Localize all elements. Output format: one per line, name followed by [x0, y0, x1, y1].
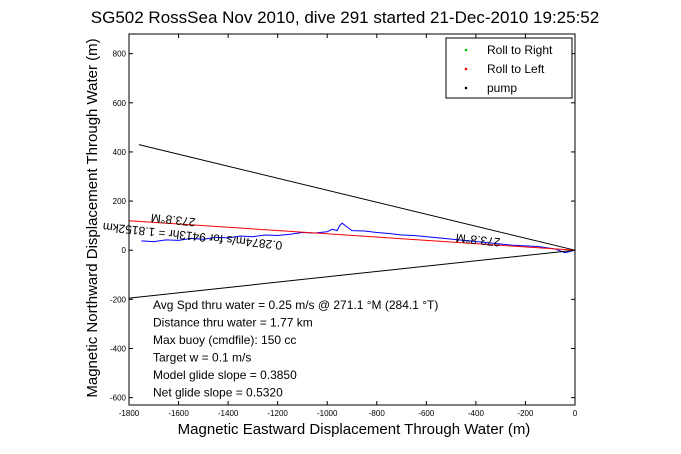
legend-label-0: Roll to Right — [487, 43, 553, 57]
y-tick-label-4: 200 — [113, 197, 127, 206]
info-text-block: Avg Spd thru water = 0.25 m/s @ 271.1 °M… — [153, 298, 438, 400]
info-line-2: Max buoy (cmdfile): 150 cc — [153, 333, 296, 347]
legend-marker-2 — [464, 86, 468, 90]
annotation-text-0: 273.8°M — [150, 211, 196, 230]
info-line-1: Distance thru water = 1.77 km — [153, 316, 313, 330]
x-tick-label-3: -1200 — [267, 409, 288, 418]
axis-ticks: -1800 -1600 -1400 -1200 -1000 -800 -600 -400 -20… — [110, 34, 578, 418]
x-tick-label-4: -1000 — [317, 409, 338, 418]
x-tick-label-1: -1600 — [168, 409, 189, 418]
x-tick-label-5: -800 — [369, 409, 386, 418]
y-tick-label-3: 0 — [122, 246, 127, 255]
x-tick-label-2: -1400 — [218, 409, 239, 418]
info-line-3: Target w = 0.1 m/s — [153, 351, 251, 365]
x-tick-label-8: -200 — [517, 409, 534, 418]
x-tick-label-9: 0 — [573, 409, 578, 418]
y-tick-label-7: 800 — [113, 50, 127, 59]
series-line-1 — [138, 144, 576, 251]
info-line-0: Avg Spd thru water = 0.25 m/s @ 271.1 °M… — [153, 298, 438, 312]
legend: Roll to Right Roll to Left pump — [445, 37, 573, 99]
y-tick-label-0: -600 — [110, 394, 127, 403]
annotation-text-1: 273.8°M — [455, 231, 501, 250]
legend-marker-0 — [464, 48, 468, 52]
series-line-0 — [141, 222, 576, 254]
y-axis-label: Magnetic Northward Displacement Through … — [84, 38, 101, 397]
x-tick-label-0: -1800 — [119, 409, 140, 418]
info-line-5: Net glide slope = 0.5320 — [153, 386, 283, 400]
legend-marker-1 — [464, 67, 468, 71]
chart-title: SG502 RossSea Nov 2010, dive 291 started… — [91, 8, 599, 27]
x-axis-label: Magnetic Eastward Displacement Through W… — [178, 421, 531, 438]
info-line-4: Model glide slope = 0.3850 — [153, 368, 297, 382]
series-line-2 — [128, 249, 576, 299]
y-tick-label-6: 600 — [113, 99, 127, 108]
x-tick-label-7: -400 — [468, 409, 485, 418]
plot-frame — [128, 33, 576, 406]
legend-label-2: pump — [487, 81, 517, 95]
legend-label-1: Roll to Left — [487, 62, 545, 76]
y-tick-label-5: 400 — [113, 148, 127, 157]
series-line-3 — [128, 220, 576, 251]
plot-data — [128, 144, 576, 299]
x-tick-label-6: -600 — [418, 409, 435, 418]
y-tick-label-2: -200 — [110, 295, 127, 304]
y-tick-label-1: -400 — [110, 344, 127, 353]
